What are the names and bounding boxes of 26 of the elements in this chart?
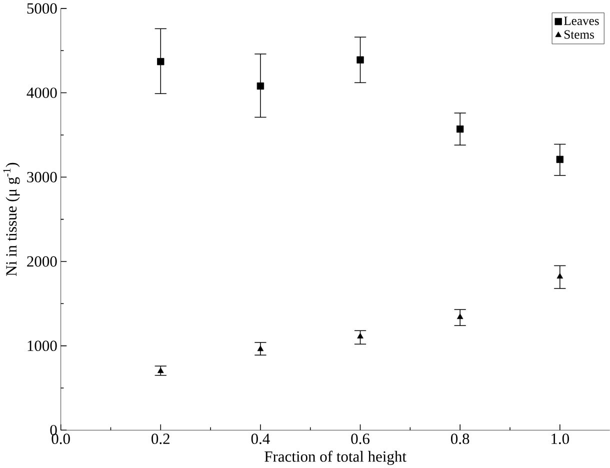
x-axis-title: Fraction of total height bbox=[264, 450, 406, 465]
y-axis-title: Ni in tissue (μ g$^{-1}$) bbox=[3, 162, 20, 276]
x-tick-label: 0.4 bbox=[251, 433, 270, 444]
point bbox=[556, 156, 564, 163]
point bbox=[456, 125, 464, 133]
point bbox=[456, 313, 464, 319]
x-tick-label: 0.8 bbox=[451, 433, 470, 444]
point bbox=[158, 367, 164, 373]
y-tick-label: 1000 bbox=[28, 340, 57, 351]
point bbox=[356, 56, 364, 64]
legend-label: Stems bbox=[564, 30, 594, 39]
y-tick-label: 4000 bbox=[26, 87, 57, 98]
y-tick-label: 3000 bbox=[27, 172, 57, 182]
x-tick-label: 0.0 bbox=[52, 433, 70, 444]
y-tick-label: 5000 bbox=[27, 3, 57, 14]
x-tick-label: 0.6 bbox=[351, 433, 370, 444]
point bbox=[256, 82, 264, 90]
legend-label: Leaves bbox=[564, 16, 599, 25]
y-tick-label: 0 bbox=[50, 424, 57, 436]
x-tick-label: 1.0 bbox=[552, 433, 569, 444]
point bbox=[157, 58, 164, 66]
x-tick-label: 0.2 bbox=[152, 433, 170, 444]
y-tick-label: 2000 bbox=[27, 256, 57, 267]
point bbox=[357, 332, 364, 338]
point bbox=[257, 346, 264, 351]
point bbox=[556, 272, 564, 278]
